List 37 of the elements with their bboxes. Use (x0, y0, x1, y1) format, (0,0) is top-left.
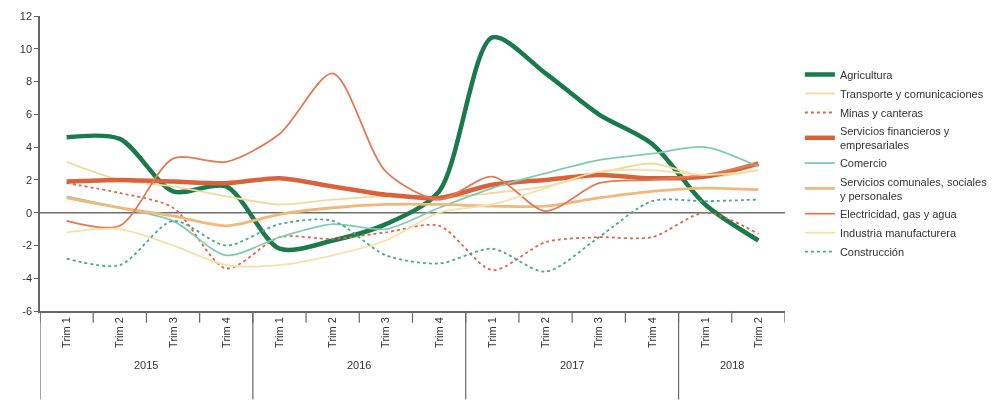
y-tick-label: 12 (19, 9, 33, 22)
text: 2016 (347, 359, 372, 371)
legend-label: Transporte y comunicaciones (839, 87, 984, 100)
x-tick-label: Trim 3 (166, 317, 179, 348)
legend-label: Minas y canteras (839, 106, 924, 119)
x-tick-label: Trim 3 (592, 317, 605, 348)
legend-label: Servicios comunales, sociales y personales (839, 175, 988, 202)
legend-label: Agricultura (839, 68, 894, 81)
x-tick-label: Trim 1 (273, 317, 286, 348)
text: 2015 (134, 359, 159, 371)
legend-label: Comercio (839, 157, 887, 170)
x-tick-label: Trim 4 (219, 317, 232, 348)
y-tick-label: -6 (22, 304, 33, 317)
legend-label: Servicios financieros y empresariales (839, 124, 950, 152)
legend-label: Construcción (839, 245, 905, 258)
y-tick-label: -2 (22, 239, 33, 252)
x-tick-label: Trim 3 (379, 317, 392, 348)
y-tick-label: 4 (25, 140, 33, 153)
y-tick-label: 10 (19, 42, 33, 55)
x-tick-label: Trim 1 (60, 317, 73, 348)
x-tick-label: Trim 2 (539, 317, 552, 348)
text: 2018 (720, 359, 745, 371)
x-tick-label: Trim 2 (751, 317, 764, 348)
y-tick-label: -4 (22, 272, 33, 285)
x-tick-label: Trim 2 (113, 317, 126, 348)
x-tick-label: Trim 2 (326, 317, 339, 348)
x-tick-label: Trim 1 (485, 317, 498, 348)
text: 2017 (560, 359, 585, 371)
legend-label: Electricidad, gas y agua (839, 207, 958, 220)
x-tick-label: Trim 4 (432, 317, 445, 348)
x-tick-label: Trim 1 (698, 317, 711, 348)
legend-label: Industria manufacturera (839, 226, 957, 239)
y-tick-label: 6 (25, 108, 33, 121)
y-tick-label: 8 (25, 75, 33, 88)
x-tick-label: Trim 4 (645, 317, 658, 348)
y-tick-label: 2 (25, 173, 33, 186)
y-tick-label: 0 (25, 206, 33, 219)
